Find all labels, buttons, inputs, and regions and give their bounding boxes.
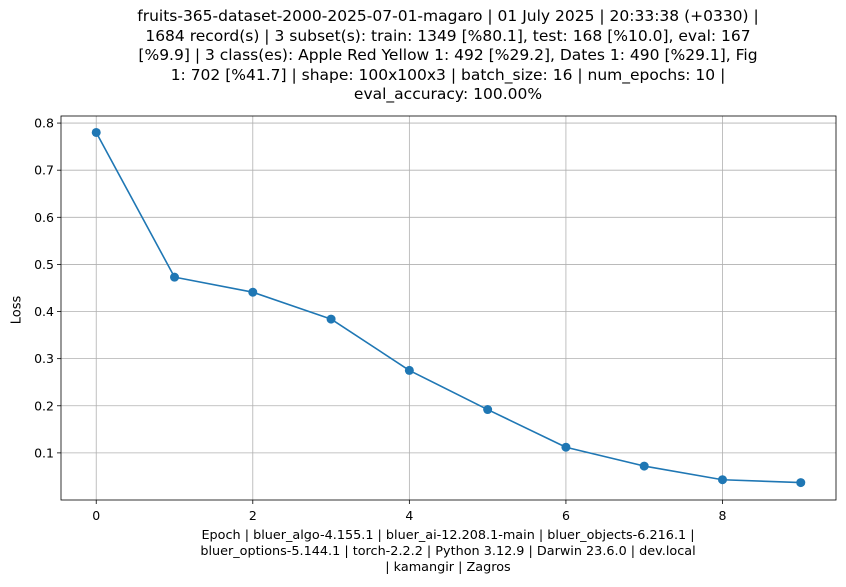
loss-point — [483, 405, 493, 415]
x-axis-label: Epoch | bluer_algo-4.155.1 | bluer_ai-12… — [200, 528, 696, 575]
loss-point — [796, 478, 806, 488]
loss-line — [95, 132, 801, 484]
loss-point — [404, 365, 414, 375]
loss-point — [717, 475, 727, 485]
y-tick-label: 0.7 — [34, 163, 54, 178]
x-tick-label: 8 — [719, 508, 727, 523]
loss-point — [91, 127, 101, 137]
y-tick-label: 0.5 — [34, 257, 54, 272]
loss-point — [170, 272, 180, 282]
x-tick-label: 2 — [249, 508, 257, 523]
y-tick-label: 0.6 — [34, 210, 54, 225]
loss-point — [561, 442, 571, 452]
ticks: 0 2 4 6 8 0.1 0.2 0.3 0.4 0.5 0.6 0.7 0.8 — [34, 116, 726, 523]
loss-point — [326, 314, 336, 324]
x-tick-label: 0 — [92, 508, 100, 523]
y-tick-label: 0.2 — [34, 398, 54, 413]
series-loss — [91, 127, 806, 488]
y-axis-label: Loss — [9, 295, 25, 325]
plot-frame — [60, 115, 837, 501]
y-tick-label: 0.3 — [34, 351, 54, 366]
chart-title: fruits-365-dataset-2000-2025-07-01-magar… — [137, 7, 759, 104]
y-tick-label: 0.1 — [34, 445, 54, 460]
x-tick-label: 4 — [405, 508, 413, 523]
axes — [60, 115, 837, 501]
y-tick-label: 0.8 — [34, 116, 54, 131]
loss-point — [639, 461, 649, 471]
y-tick-label: 0.4 — [34, 304, 54, 319]
grid-lines — [61, 116, 836, 500]
x-tick-label: 6 — [562, 508, 570, 523]
loss-point — [248, 287, 258, 297]
